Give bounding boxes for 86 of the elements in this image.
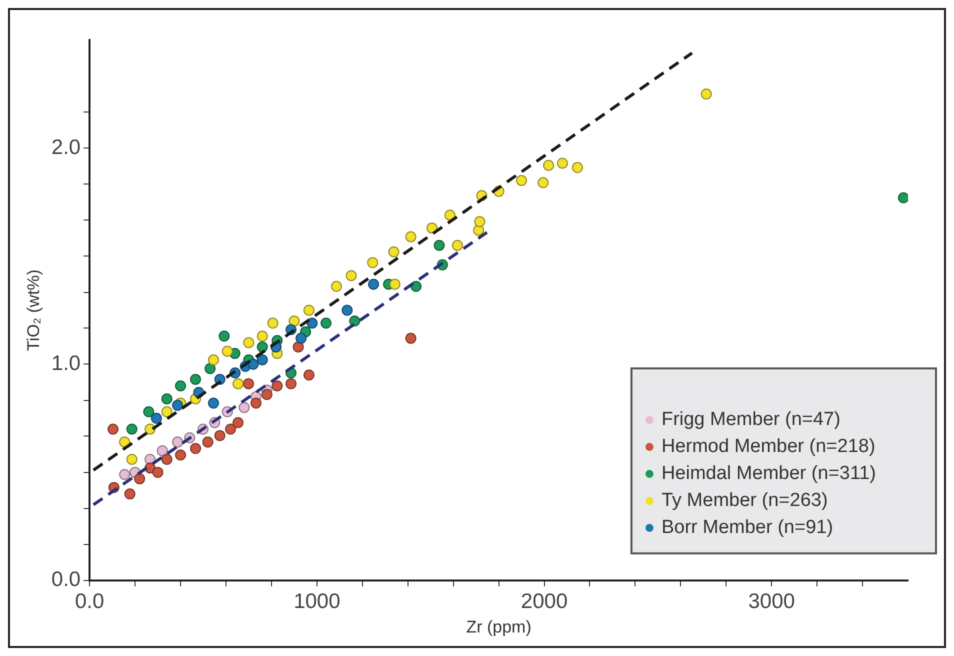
point [306,318,318,329]
point [143,406,154,418]
point [538,177,549,188]
point [405,332,416,344]
x-tick-label: 1000 [294,590,340,613]
point [156,445,168,456]
point [152,466,164,478]
point [124,488,136,500]
point [405,231,416,242]
point [202,436,214,448]
point [292,341,304,352]
point [388,246,400,258]
point [243,337,254,348]
point [232,378,244,390]
x-tick-label: 2000 [520,590,568,613]
legend-label: Ty Member (n=263) [661,490,828,512]
point [172,436,184,448]
point [410,280,422,292]
point [700,88,712,100]
point [272,380,283,392]
point [222,346,233,357]
y-tick-label: 0.0 [51,568,81,592]
point [267,318,278,329]
point [320,318,332,329]
point [134,473,146,484]
point [232,417,244,428]
point [368,278,380,290]
point [426,222,438,234]
point [190,443,202,454]
point [288,316,300,327]
y-tick-label: 1.0 [51,352,81,376]
point [256,341,268,352]
point [172,400,184,411]
point [161,393,172,404]
point [296,332,307,344]
point [204,363,216,374]
point [208,398,219,409]
point [208,354,219,366]
point [225,424,236,435]
point [389,278,400,290]
point [434,240,445,251]
point [303,304,314,316]
point [243,378,254,390]
point [349,316,360,327]
point [516,175,528,186]
point [214,430,226,442]
x-tick-label: 3000 [748,590,795,613]
point [572,162,583,174]
point [108,424,119,435]
point [218,330,230,342]
point [126,424,138,435]
point [175,450,186,461]
point [286,378,297,390]
point [261,389,272,400]
point [150,412,162,424]
point [161,454,172,465]
point [543,160,554,171]
legend-label: Frigg Member (n=47) [661,409,840,430]
x-tick-label: 0.0 [74,590,104,613]
point [119,468,130,480]
point [346,270,357,282]
point [248,358,259,370]
legend-label: Borr Member (n=91) [661,517,834,538]
point [330,280,342,292]
legend-label: Hermod Member (n=218) [661,436,876,458]
point [175,380,186,392]
point [238,402,250,413]
legend-label: Heimdal Member (n=311) [661,463,876,484]
y-axis-title: TiO₂ (wt%) [24,269,43,351]
point [556,158,568,169]
point [367,257,378,268]
y-tick-label: 2.0 [51,136,81,159]
point [898,192,908,204]
x-axis-title: Zr (ppm) [466,617,532,636]
point [303,370,314,381]
point [256,330,268,342]
point [250,398,262,409]
point [119,436,130,448]
point [256,354,268,366]
point [474,216,486,228]
point [342,304,353,316]
point [126,454,138,465]
point [444,210,456,221]
point [161,406,172,418]
point [190,374,202,385]
point [452,240,463,251]
